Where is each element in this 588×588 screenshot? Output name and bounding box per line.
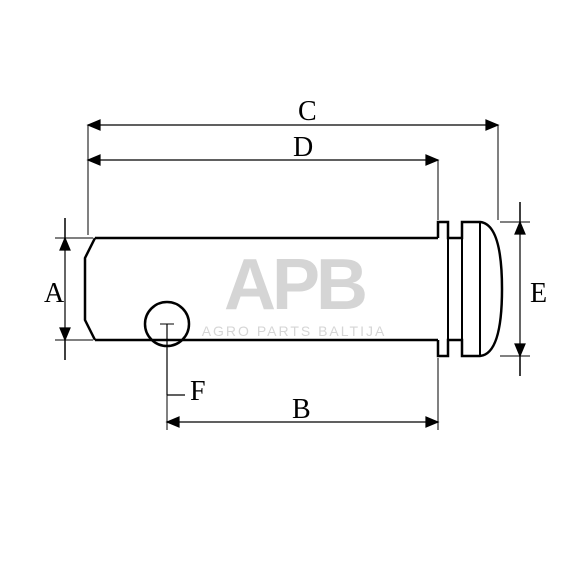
label-d: D [293, 132, 313, 164]
pin-diagram [0, 0, 588, 588]
dim-f-leader [160, 324, 185, 395]
dim-e [500, 202, 530, 376]
label-a: A [44, 278, 64, 310]
label-c: C [298, 96, 317, 128]
dim-d [88, 155, 438, 220]
label-b: B [292, 394, 311, 426]
label-e: E [530, 278, 547, 310]
label-f: F [190, 376, 206, 408]
